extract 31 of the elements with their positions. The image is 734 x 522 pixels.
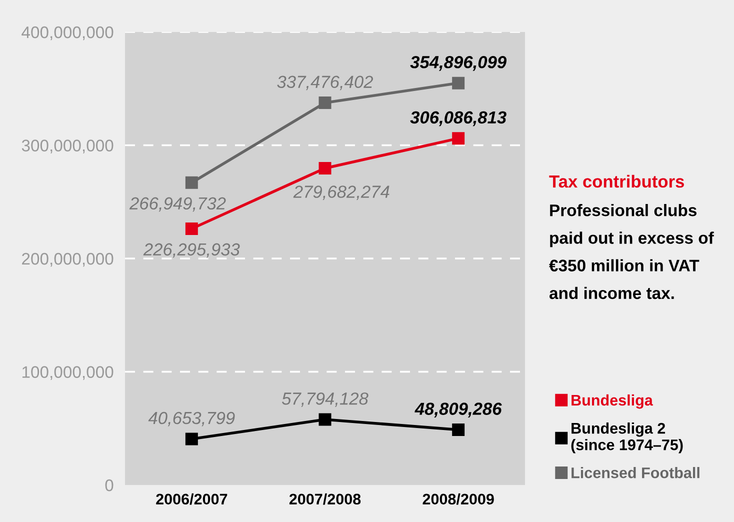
text: Professional clubs paid out in excess of €350 million in VAT and income tax. (549, 204, 714, 300)
point (185, 222, 198, 235)
data-label: 48,809,286 (414, 402, 502, 418)
y-tick-label: 100,000,000 (22, 366, 114, 380)
point (185, 432, 198, 446)
y-tick-label: 300,000,000 (22, 140, 114, 154)
point (318, 96, 332, 110)
text: Tax contributors (549, 174, 684, 188)
y-tick-label: 400,000,000 (22, 26, 114, 40)
data-label: 337,476,402 (277, 76, 374, 90)
x-tick-label: 2007/2008 (289, 493, 361, 505)
legend-label: Licensed Football (572, 467, 700, 478)
point (318, 162, 332, 175)
data-label: 354,896,099 (410, 56, 507, 71)
data-label: 266,949,732 (129, 197, 226, 212)
y-tick-label: 200,000,000 (22, 252, 114, 267)
point (452, 76, 465, 90)
data-label: 40,653,799 (148, 412, 235, 426)
point (452, 423, 465, 436)
point (318, 413, 332, 426)
legend-label: Bundesliga 2 (since 1974–75) (571, 422, 683, 454)
point (185, 176, 198, 189)
y-tick-label: 0 (105, 479, 114, 492)
data-label: 57,794,128 (282, 392, 368, 407)
data-label: 226,295,933 (143, 243, 240, 258)
legend-label: Bundesliga (572, 394, 653, 409)
point (452, 132, 465, 145)
x-tick-label: 2006/2007 (156, 493, 228, 505)
data-label: 279,682,274 (293, 186, 390, 200)
data-label: 306,086,813 (410, 111, 506, 126)
x-tick-label: 2008/2009 (422, 493, 494, 505)
